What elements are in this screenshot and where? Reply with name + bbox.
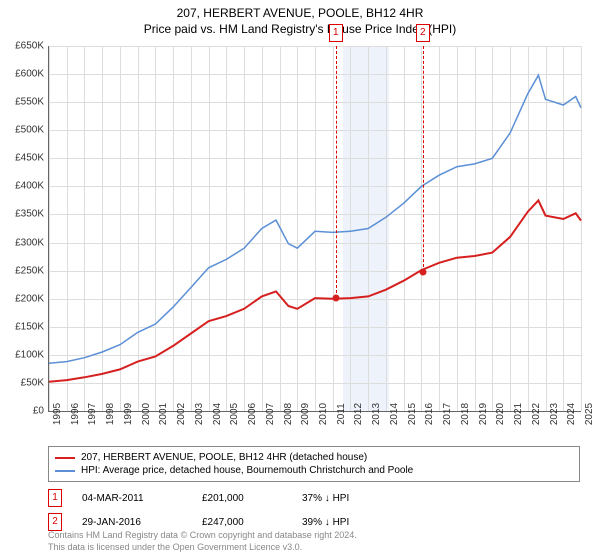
sale-date-1: 04-MAR-2011 [82,493,182,504]
x-tick-label: 2018 [460,403,471,425]
sales-block: 1 04-MAR-2011 £201,000 37% ↓ HPI 2 29-JA… [48,486,580,534]
x-tick-label: 2000 [141,403,152,425]
x-tick-label: 1995 [52,403,63,425]
x-tick-label: 2001 [158,403,169,425]
x-tick-label: 2007 [265,403,276,425]
x-tick-label: 1999 [123,403,134,425]
y-tick-label: £50K [4,377,44,388]
sale-marker-box-1: 1 [329,24,343,42]
x-tick-label: 2013 [371,403,382,425]
x-tick-label: 2012 [353,403,364,425]
y-tick-label: £400K [4,181,44,192]
x-tick-label: 2005 [229,403,240,425]
x-tick-label: 2011 [336,403,347,425]
title-main: 207, HERBERT AVENUE, POOLE, BH12 4HR [0,6,600,20]
sale-marker-dot-2 [419,269,426,276]
legend-swatch-hpi [55,470,75,472]
sale-marker-dot-1 [332,295,339,302]
y-tick-label: £450K [4,153,44,164]
x-tick-label: 1997 [87,403,98,425]
series-property [49,200,581,381]
legend-swatch-property [55,457,75,459]
y-tick-label: £500K [4,125,44,136]
x-tick-label: 2022 [531,403,542,425]
x-tick-label: 2021 [513,403,524,425]
legend-item-hpi: HPI: Average price, detached house, Bour… [55,464,573,477]
sale-price-2: £247,000 [202,517,282,528]
y-tick-label: £200K [4,293,44,304]
sale-marker-line-2 [423,46,424,272]
y-tick-label: £150K [4,321,44,332]
sale-hpi-1: 37% ↓ HPI [302,493,402,504]
x-tick-label: 2003 [194,403,205,425]
x-tick-label: 2006 [247,403,258,425]
legend-label-hpi: HPI: Average price, detached house, Bour… [81,465,413,476]
sale-marker-box-2: 2 [416,24,430,42]
chart-container: 207, HERBERT AVENUE, POOLE, BH12 4HR Pri… [0,0,600,560]
sale-hpi-2: 39% ↓ HPI [302,517,402,528]
sale-marker-2: 2 [48,513,62,531]
y-tick-label: £650K [4,41,44,52]
footer-line1: Contains HM Land Registry data © Crown c… [48,530,580,542]
x-tick-label: 2025 [584,403,595,425]
x-tick-label: 2004 [212,403,223,425]
plot-area: 12 [48,46,581,412]
legend-label-property: 207, HERBERT AVENUE, POOLE, BH12 4HR (de… [81,452,367,463]
chart-lines [49,46,581,411]
x-tick-label: 2002 [176,403,187,425]
sale-marker-1: 1 [48,489,62,507]
y-tick-label: £300K [4,237,44,248]
gridline-v [581,46,582,411]
x-tick-label: 1996 [70,403,81,425]
sale-date-2: 29-JAN-2016 [82,517,182,528]
x-tick-label: 1998 [105,403,116,425]
title-sub: Price paid vs. HM Land Registry's House … [0,22,600,36]
y-tick-label: £600K [4,69,44,80]
x-tick-label: 2008 [283,403,294,425]
x-tick-label: 2023 [549,403,560,425]
sale-marker-line-1 [336,46,337,298]
x-tick-label: 2020 [495,403,506,425]
footer: Contains HM Land Registry data © Crown c… [48,530,580,553]
y-tick-label: £0 [4,406,44,417]
x-tick-label: 2024 [566,403,577,425]
footer-line2: This data is licensed under the Open Gov… [48,542,580,554]
legend-item-property: 207, HERBERT AVENUE, POOLE, BH12 4HR (de… [55,451,573,464]
y-tick-label: £350K [4,209,44,220]
x-tick-label: 2014 [389,403,400,425]
y-tick-label: £250K [4,265,44,276]
x-tick-label: 2019 [478,403,489,425]
legend: 207, HERBERT AVENUE, POOLE, BH12 4HR (de… [48,446,580,482]
x-tick-label: 2017 [442,403,453,425]
title-block: 207, HERBERT AVENUE, POOLE, BH12 4HR Pri… [0,0,600,36]
series-hpi [49,75,581,363]
sale-price-1: £201,000 [202,493,282,504]
x-tick-label: 2010 [318,403,329,425]
x-tick-label: 2016 [424,403,435,425]
x-tick-label: 2009 [300,403,311,425]
x-tick-label: 2015 [407,403,418,425]
sale-row-1: 1 04-MAR-2011 £201,000 37% ↓ HPI [48,486,580,510]
y-tick-label: £100K [4,349,44,360]
y-tick-label: £550K [4,97,44,108]
